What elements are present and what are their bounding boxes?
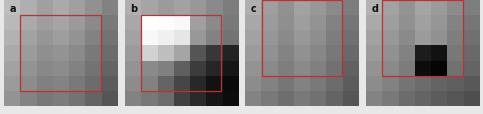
Bar xyxy=(141,16,222,91)
Text: c: c xyxy=(251,4,257,14)
Bar xyxy=(382,1,463,76)
Text: a: a xyxy=(10,4,16,14)
Text: d: d xyxy=(372,4,379,14)
Bar xyxy=(261,1,342,76)
Text: b: b xyxy=(130,4,137,14)
Bar xyxy=(20,16,101,91)
